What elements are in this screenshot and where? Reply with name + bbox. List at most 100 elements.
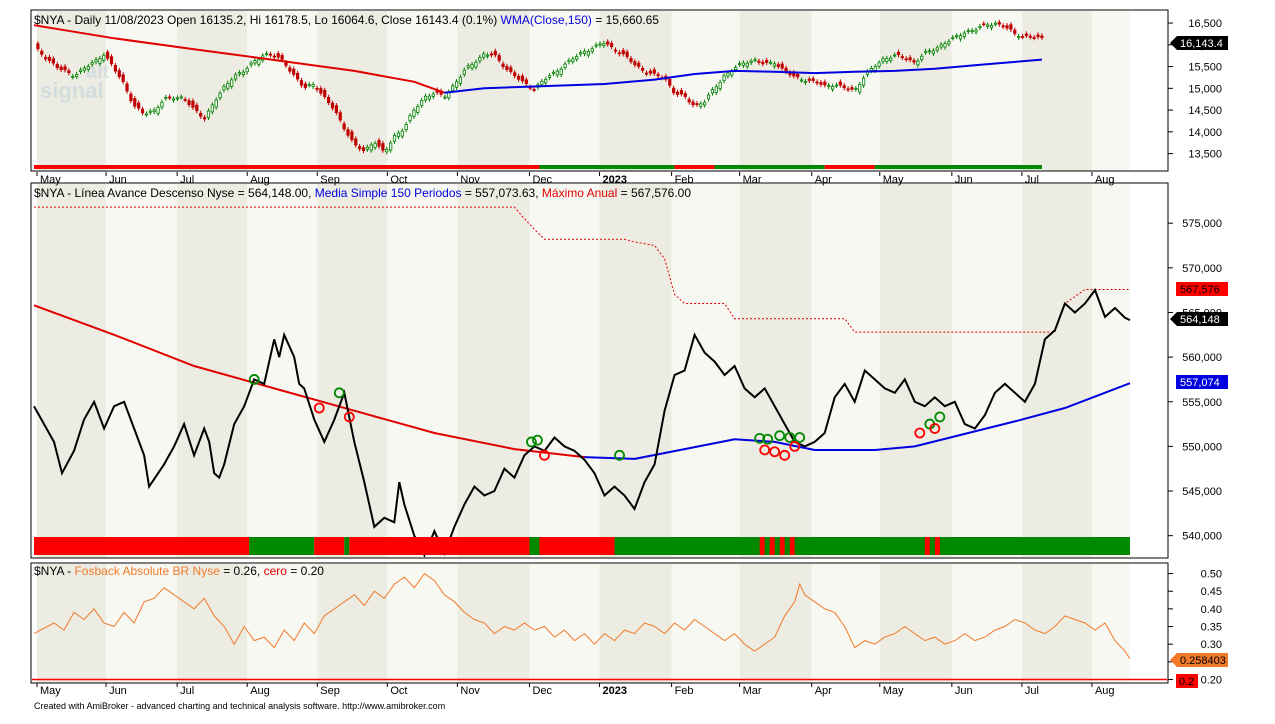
month-band [1021,11,1092,171]
price-candle-body [296,72,300,80]
price-candle-body [625,51,629,57]
price-trend-bar [714,165,825,169]
price-candle-body [474,61,478,68]
price-candle-body [75,74,79,77]
price-candle-body [497,55,501,61]
price-candle-body [358,146,362,150]
svg-text:557,074: 557,074 [1180,377,1220,389]
price-candle-body [672,87,676,94]
month-band [1091,184,1130,558]
price-candle-body [819,82,823,85]
price-candle-body [206,110,211,118]
y-tick-label: 14,000 [1188,127,1222,139]
price-candle-body [737,63,742,66]
price-candle-body [807,78,811,81]
price-candle-body [121,74,125,83]
price-candle-body [1005,25,1009,29]
price-candle-body [493,50,497,56]
price-candle-body [307,84,311,87]
y-tick-label: 560,000 [1182,352,1222,364]
price-candle-body [67,70,71,74]
crossover-signal [794,432,806,443]
price-candle-body [59,66,63,71]
price-candle-body [675,91,680,95]
price-candle-body [330,102,335,109]
footer-text: Created with AmiBroker - advanced charti… [34,701,445,711]
ad-trend-band [344,537,350,555]
price-candle-body [997,21,1001,25]
price-candle-body [63,66,67,71]
price-candle-body [761,61,765,65]
price-candle-body [935,47,939,51]
price-candle-body [955,35,959,38]
y-tick-label: 575,000 [1182,218,1222,230]
crossover-signal [539,449,550,461]
price-candle-body [749,60,753,63]
ad-trend-band [789,537,795,555]
price-candle-body [617,52,621,55]
price-candle-body [241,71,245,76]
price-candle-body [319,88,323,94]
price-candle-body [555,70,559,76]
price-candle-body [513,72,517,77]
month-band [879,184,952,558]
price-candle-body [179,96,183,99]
zero-line-tag: 0.2 [1176,674,1198,688]
price-candle-body [47,56,52,61]
price-candle-body [613,49,618,52]
price-trend-bar [34,165,540,169]
price-candle-body [214,99,218,108]
price-candle-body [222,86,226,91]
price-candle-body [885,57,889,62]
price-candle-body [412,109,416,117]
price-candle-body [1032,37,1036,39]
price-candle-body [202,117,207,120]
price-candle-body [974,29,978,33]
crossover-signal [914,427,926,439]
price-candle-body [385,148,389,153]
price-candle-body [699,103,703,107]
annual-max-line [34,206,1130,333]
month-band [1021,564,1092,683]
y-tick-label: 540,000 [1182,531,1222,543]
month-band [811,11,880,171]
price-candle-body [71,76,75,78]
price-candle-body [268,53,273,56]
price-candle-body [834,84,839,87]
month-label: 2023 [603,174,627,186]
price-candle-body [1040,35,1044,38]
y-tick-label: 550,000 [1182,441,1222,453]
price-candle-body [451,85,455,91]
crossover-signal [333,387,345,399]
price-candle-body [745,62,749,67]
price-candle-body [396,132,401,137]
month-label: Aug [250,685,270,697]
svg-text:alt: alt [86,61,110,83]
price-candle-body [323,90,327,97]
price-candle-body [753,59,757,62]
price-candle-body [951,37,955,40]
wma-line-above [444,58,1042,94]
price-candle-body [272,55,276,58]
price-candle-body [993,22,998,25]
price-candle-body [303,83,307,88]
price-candle-body [408,115,412,122]
price-candle-body [784,67,788,72]
price-candle-body [772,63,777,67]
svg-text:567,576: 567,576 [1180,284,1220,296]
month-label: Nov [460,174,480,186]
price-trend-bar [824,165,875,169]
price-candle-body [989,24,994,29]
month-label: Apr [815,685,832,697]
price-candle-body [706,94,711,100]
month-band [387,564,458,683]
price-candle-body [292,68,296,75]
crossover-signal [789,440,801,452]
fosback-line [33,572,1131,660]
y-tick-label: 0.35 [1201,622,1222,634]
price-candle-body [695,103,699,105]
price-candle-body [687,99,691,103]
price-candle-body [656,74,660,77]
ad-trend-band [349,537,530,555]
